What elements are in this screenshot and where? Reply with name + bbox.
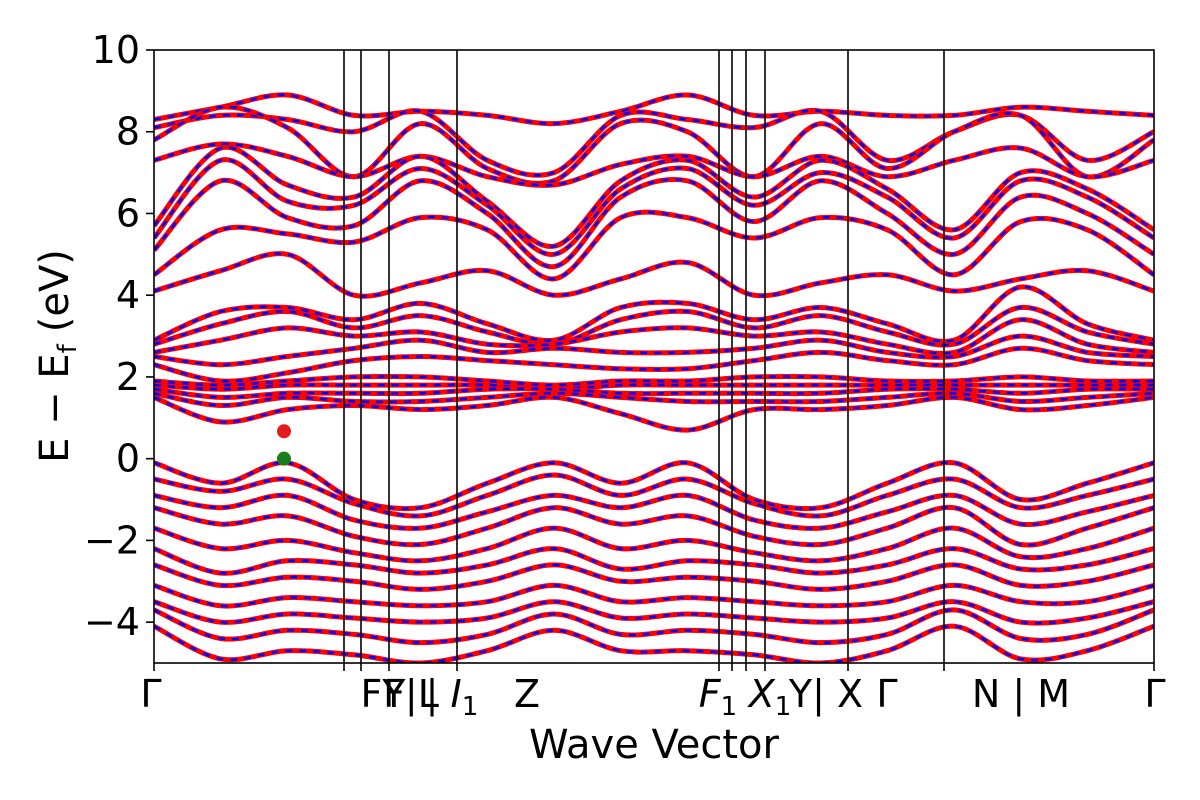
- band-11-spin-down: [154, 318, 1154, 355]
- kpoint-divider-lines: [343, 50, 945, 663]
- y-tick-label: 6: [116, 191, 140, 235]
- band-27-spin-down: [154, 600, 1154, 625]
- band-19-spin-down: [154, 461, 1154, 510]
- x-tick-label: Γ: [876, 672, 897, 716]
- x-tick-label: FY: [360, 672, 406, 716]
- band-5-spin-up: [154, 157, 1154, 257]
- band-28-spin-down: [154, 608, 1154, 644]
- y-axis-title-main: E − E: [32, 353, 78, 463]
- bands-group: [154, 92, 1154, 663]
- x-tick-label: Z: [514, 672, 540, 716]
- band-15-spin-up: [154, 382, 1154, 392]
- x-tick-label: X1: [747, 672, 792, 722]
- band-29-spin-up: [154, 623, 1154, 663]
- y-tick-label: 8: [116, 110, 140, 154]
- y-tick-label: −2: [84, 518, 140, 562]
- plot-frame: [153, 49, 1155, 664]
- band-9-spin-down: [154, 285, 1154, 343]
- band-7-spin-down: [154, 210, 1154, 281]
- x-tick-label: | I1: [426, 672, 479, 722]
- band-0-spin-down: [154, 93, 1154, 125]
- band-8-spin-up: [154, 251, 1154, 299]
- x-tick-label: F|L: [383, 672, 439, 717]
- y-tick-label: 2: [116, 355, 140, 399]
- band-26-spin-down: [154, 584, 1154, 608]
- y-tick-label: −4: [84, 600, 140, 644]
- band-2-spin-down: [154, 105, 1154, 185]
- band-16-spin-up: [154, 386, 1154, 400]
- y-axis-title-subscript: f: [53, 343, 83, 353]
- y-axis-ticks: 10 8 6 4 2 0 −2 −4: [84, 28, 154, 644]
- x-tick-label: F1: [699, 672, 737, 722]
- x-axis-ticks: Γ FYF|L| I1 Z F1 X1Y| X Γ N | M Γ: [140, 663, 1166, 722]
- y-axis-title: E − Ef (eV): [32, 249, 83, 463]
- y-tick-label: 0: [116, 437, 140, 481]
- x-tick-label: Γ: [1144, 672, 1165, 716]
- band-4-spin-down: [154, 145, 1154, 248]
- band-22-spin-down: [154, 506, 1154, 547]
- vbm-marker: [277, 451, 291, 466]
- y-tick-label: 4: [116, 273, 140, 317]
- x-tick-label: Γ: [140, 672, 161, 716]
- x-tick-label: N | M: [972, 672, 1070, 717]
- band-10-spin-down: [154, 306, 1154, 347]
- y-axis-title-unit: (eV): [32, 249, 78, 332]
- x-tick-label: Y| X: [788, 672, 863, 717]
- band-25-spin-down: [154, 563, 1154, 591]
- band-18-spin-down: [154, 395, 1154, 432]
- band-13-spin-down: [154, 346, 1154, 383]
- y-tick-label: 10: [92, 28, 140, 72]
- band-24-spin-down: [154, 547, 1154, 575]
- band-20-spin-down: [154, 473, 1154, 518]
- band-3-spin-down: [154, 142, 1154, 187]
- band-edge-markers: [277, 424, 291, 466]
- band-17-spin-down: [154, 391, 1154, 407]
- band-6-spin-down: [154, 178, 1154, 268]
- band-12-spin-down: [154, 334, 1154, 367]
- band-14-spin-up: [154, 373, 1154, 388]
- band-23-spin-down: [154, 526, 1154, 563]
- cbm-marker: [277, 424, 291, 439]
- x-axis-title: Wave Vector: [529, 722, 780, 768]
- band-21-spin-down: [154, 493, 1154, 530]
